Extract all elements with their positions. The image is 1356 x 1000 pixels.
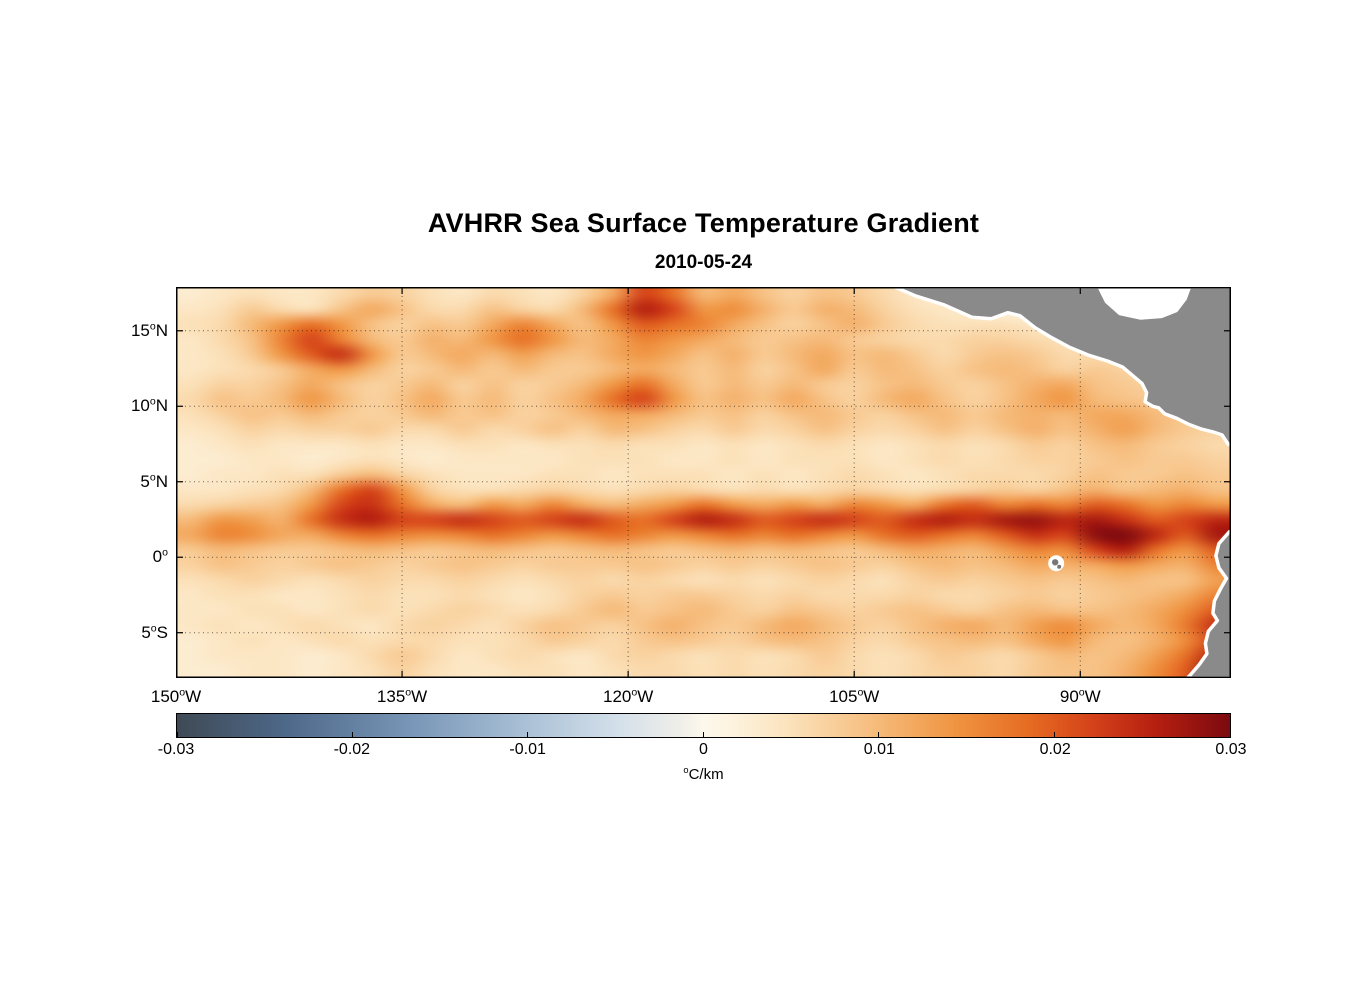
heatmap-canvas <box>176 287 1231 678</box>
colorbar-tick-mark <box>878 732 880 737</box>
map-overlay-svg <box>176 287 1231 678</box>
lon-tick-value: 120 <box>603 687 632 706</box>
colorbar-tick-label: -0.02 <box>333 741 371 758</box>
colorbar-tick-label: -0.03 <box>157 741 195 758</box>
lat-tick-hemisphere: N <box>155 320 168 340</box>
lon-tick-label: 120oW <box>578 686 678 708</box>
degree-superscript: o <box>149 395 156 408</box>
lon-tick-value: 150 <box>150 687 180 706</box>
degree-superscript: o <box>149 320 156 333</box>
lon-tick-hemisphere: W <box>411 687 428 706</box>
colorbar-unit-text: C/km <box>688 766 724 783</box>
lon-tick-label: 105oW <box>804 686 904 708</box>
lat-tick-label: 5oS <box>40 622 168 644</box>
colorbar-tick-mark <box>703 732 704 737</box>
lat-tick-hemisphere: N <box>155 471 168 491</box>
degree-superscript: o <box>1078 686 1085 699</box>
lon-tick-hemisphere: W <box>863 687 880 706</box>
colorbar-tick-mark <box>1054 732 1055 737</box>
figure-date-subtitle: 2010-05-24 <box>654 252 753 273</box>
caribbean-sea-mask <box>1097 287 1192 320</box>
degree-superscript: o <box>179 686 186 699</box>
lat-tick-label: 15oN <box>40 320 168 342</box>
lat-tick-value: 5 <box>141 622 151 642</box>
degree-superscript: o <box>149 471 156 484</box>
lon-tick-hemisphere: W <box>185 687 202 706</box>
lon-tick-value: 105 <box>829 687 858 706</box>
lon-tick-hemisphere: W <box>637 687 654 706</box>
lat-tick-label: 5oN <box>40 471 168 493</box>
galapagos-island <box>1051 559 1059 566</box>
degree-superscript: o <box>405 686 412 699</box>
lon-tick-label: 90oW <box>1030 686 1130 708</box>
degree-superscript: o <box>683 765 689 775</box>
colorbar-tick-label: 0.03 <box>1215 741 1247 758</box>
lon-tick-value: 90 <box>1059 687 1079 706</box>
colorbar-tick-label: 0.01 <box>863 741 895 758</box>
colorbar-tick-mark <box>1229 732 1231 737</box>
lat-tick-value: 15 <box>130 320 150 340</box>
lon-tick-label: 150oW <box>126 686 226 708</box>
lon-tick-value: 135 <box>376 687 406 706</box>
colorbar-tick-mark <box>527 732 529 737</box>
land-central-america <box>893 287 1231 447</box>
galapagos-island <box>1057 564 1062 569</box>
degree-superscript: o <box>857 686 864 699</box>
colorbar-unit-label: oC/km <box>176 765 1231 783</box>
lat-tick-hemisphere: N <box>155 396 168 416</box>
map-plot-area <box>176 287 1231 678</box>
colorbar-tick-label: 0.02 <box>1039 741 1071 758</box>
lat-tick-value: 10 <box>130 396 150 416</box>
land-south-america <box>1185 529 1231 678</box>
colorbar-tick-label: -0.01 <box>509 741 546 758</box>
colorbar-tick-mark <box>351 732 353 737</box>
lat-tick-label: 10oN <box>40 395 168 417</box>
plot-border <box>176 287 1231 678</box>
figure-title: AVHRR Sea Surface Temperature Gradient <box>427 208 980 238</box>
lat-tick-value: 5 <box>140 471 150 491</box>
lat-tick-hemisphere: S <box>156 622 168 642</box>
lon-tick-hemisphere: W <box>1084 687 1101 706</box>
colorbar-tick-label: 0 <box>699 741 708 758</box>
lat-tick-value: 0 <box>152 547 163 567</box>
degree-superscript: o <box>631 686 638 699</box>
degree-superscript: o <box>162 546 168 559</box>
colorbar-tick-mark <box>176 732 178 737</box>
lon-tick-label: 135oW <box>352 686 452 708</box>
degree-superscript: o <box>150 622 157 635</box>
colorbar <box>176 713 1231 738</box>
lat-tick-label: 0o <box>40 546 168 568</box>
colorbar-gradient <box>177 714 1230 737</box>
